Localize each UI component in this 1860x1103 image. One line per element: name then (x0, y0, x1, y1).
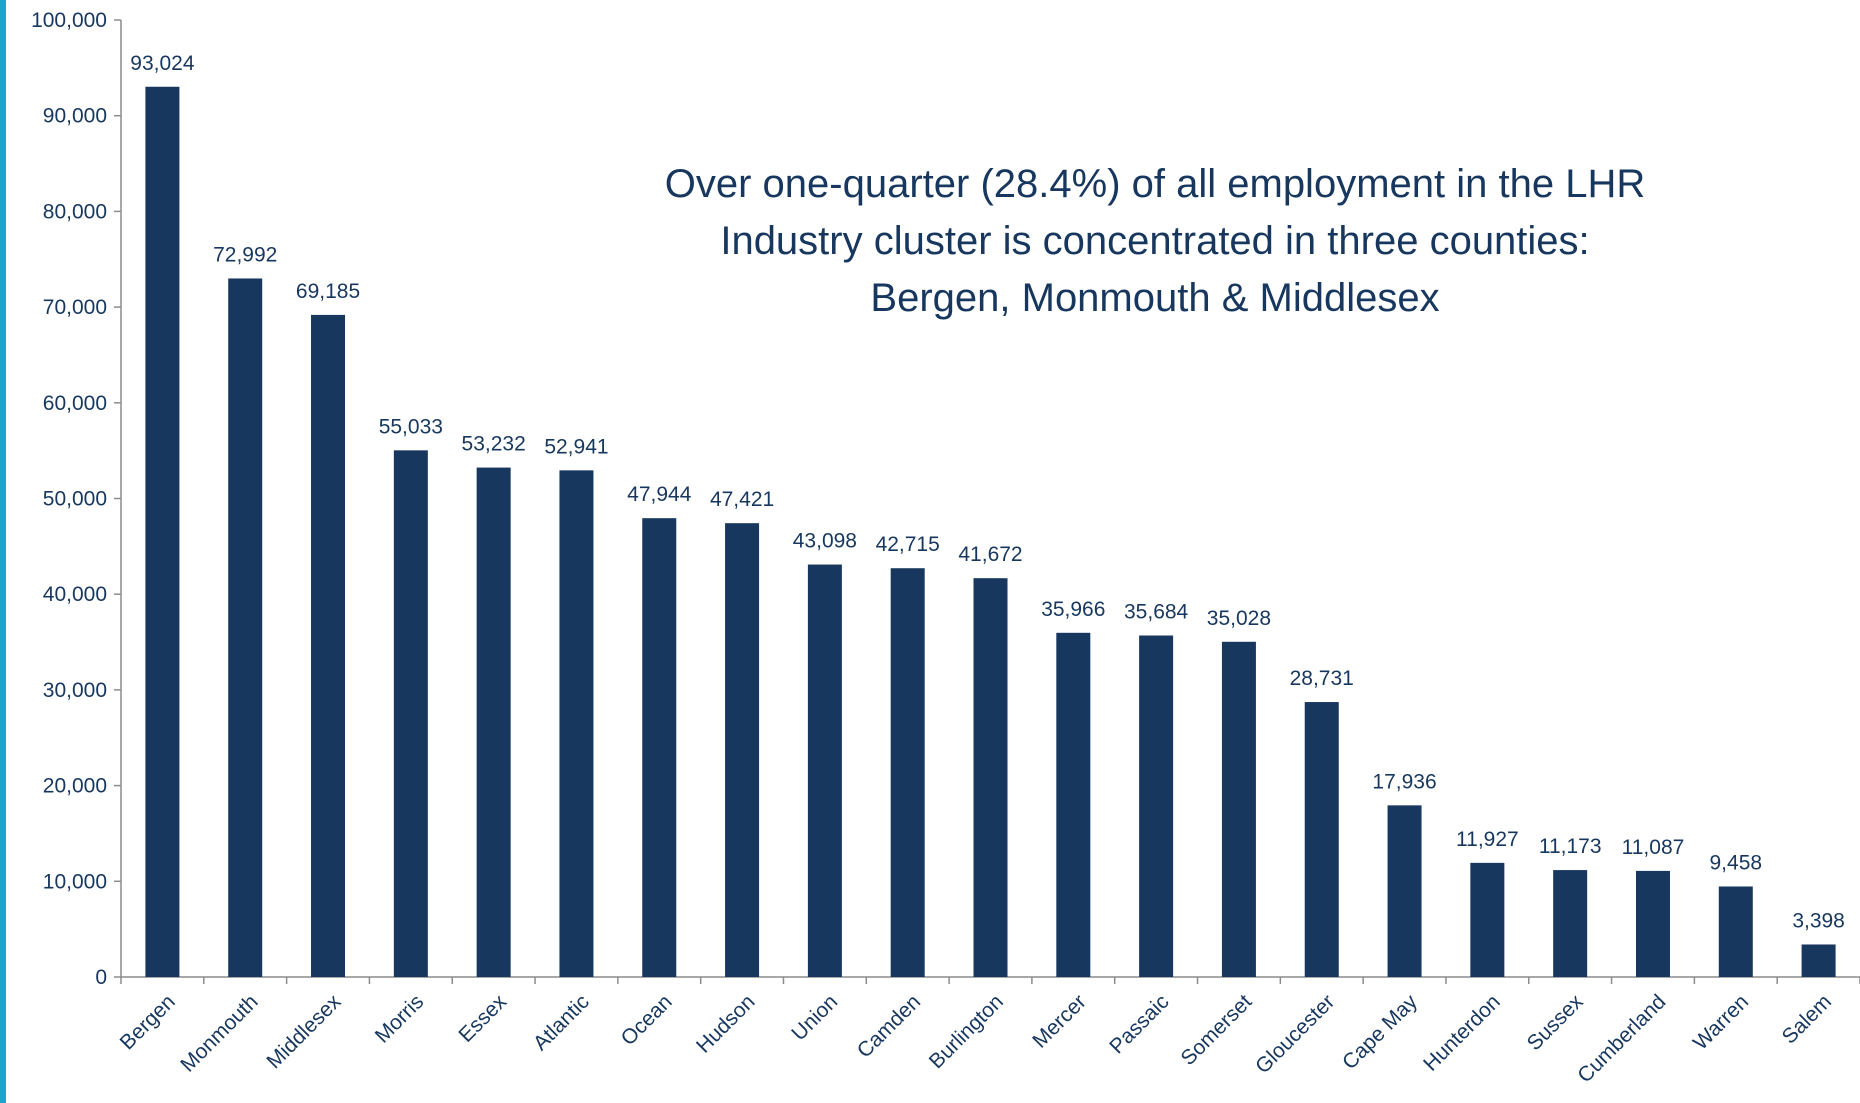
category-label: Mercer (1028, 990, 1090, 1052)
y-tick-label: 40,000 (43, 583, 107, 606)
bar-essex (476, 467, 511, 977)
data-label: 28,731 (1290, 667, 1354, 690)
y-tick-label: 60,000 (43, 392, 107, 415)
data-label: 9,458 (1710, 851, 1763, 874)
bar-passaic (1139, 635, 1174, 977)
category-label: Atlantic (529, 990, 594, 1055)
data-label: 35,684 (1124, 601, 1189, 624)
bar-burlington (973, 578, 1008, 977)
left-accent-bar (0, 0, 6, 1103)
category-label: Bergen (116, 990, 180, 1054)
data-label: 55,033 (379, 415, 443, 438)
category-label: Gloucester (1251, 990, 1339, 1078)
category-label: Passaic (1105, 990, 1173, 1058)
bar-warren (1718, 886, 1753, 977)
bar-monmouth (228, 278, 263, 977)
bar-salem (1801, 944, 1836, 977)
category-label: Hudson (692, 990, 759, 1057)
data-label: 17,936 (1372, 770, 1436, 793)
y-tick-label: 20,000 (43, 775, 107, 798)
chart-annotation: Over one-quarter (28.4%) of all employme… (560, 156, 1750, 327)
y-tick-label: 30,000 (43, 679, 107, 702)
bar-bergen (145, 86, 180, 978)
category-label: Salem (1778, 990, 1836, 1048)
bar-hunterdon (1470, 862, 1505, 977)
category-label: Cumberland (1573, 990, 1670, 1087)
data-label: 72,992 (213, 243, 277, 266)
bar-somerset (1221, 641, 1256, 977)
category-label: Warren (1689, 990, 1753, 1054)
data-label: 47,421 (710, 488, 774, 511)
y-axis: 0 10,000 20,000 30,000 40,000 50,000 60,000 70,… (31, 9, 122, 989)
y-tick-label: 80,000 (43, 200, 107, 223)
category-label: Union (787, 990, 842, 1045)
y-tick-label: 70,000 (43, 296, 107, 319)
category-label: Cape May (1338, 990, 1422, 1074)
data-label: 53,232 (462, 433, 526, 456)
bar-hudson (725, 523, 760, 977)
data-label: 41,672 (958, 543, 1022, 566)
category-label: Burlington (925, 990, 1008, 1073)
data-label: 52,941 (544, 435, 608, 458)
bar-gloucester (1304, 702, 1339, 977)
category-label: Middlesex (262, 990, 345, 1073)
bar-union (807, 564, 842, 977)
annotation-line-3: Bergen, Monmouth & Middlesex (870, 276, 1440, 320)
data-label: 47,944 (627, 483, 692, 506)
bar-series (145, 86, 1836, 978)
category-label: Morris (371, 990, 429, 1048)
data-label: 11,087 (1622, 836, 1685, 859)
data-label: 43,098 (793, 530, 857, 553)
annotation-line-1: Over one-quarter (28.4%) of all employme… (664, 162, 1646, 206)
x-axis (120, 976, 1860, 984)
data-label: 35,028 (1207, 607, 1271, 630)
category-label: Sussex (1523, 990, 1588, 1055)
bar-mercer (1056, 632, 1091, 977)
bar-morris (393, 450, 428, 977)
data-label: 11,173 (1539, 835, 1602, 858)
bar-camden (890, 568, 925, 977)
bar-ocean (642, 518, 677, 977)
category-label: Essex (454, 990, 511, 1047)
y-tick-label: 100,000 (31, 9, 107, 32)
bar-atlantic (559, 470, 594, 977)
y-tick-label: 10,000 (43, 870, 107, 893)
data-label: 3,398 (1792, 909, 1845, 932)
data-label: 42,715 (876, 533, 940, 556)
y-tick-label: 50,000 (43, 488, 107, 511)
bar-middlesex (311, 314, 346, 977)
y-tick-label: 0 (95, 966, 107, 989)
category-label: Hunterdon (1419, 990, 1505, 1076)
data-label: 11,927 (1456, 828, 1519, 851)
y-tick-label: 90,000 (43, 105, 107, 128)
annotation-line-2: Industry cluster is concentrated in thre… (720, 219, 1590, 263)
category-label: Somerset (1177, 990, 1257, 1070)
data-label: 35,966 (1041, 598, 1105, 621)
data-labels: 93,024 72,992 69,185 55,033 53,232 52,941 47,9… (130, 52, 1845, 933)
bar-cumberland (1635, 870, 1670, 977)
category-label: Monmouth (176, 990, 262, 1076)
category-label: Ocean (617, 990, 677, 1050)
data-label: 93,024 (130, 52, 195, 75)
category-label: Camden (853, 990, 925, 1062)
bar-cape-may (1387, 805, 1422, 977)
data-label: 69,185 (296, 280, 360, 303)
bar-sussex (1553, 870, 1588, 977)
